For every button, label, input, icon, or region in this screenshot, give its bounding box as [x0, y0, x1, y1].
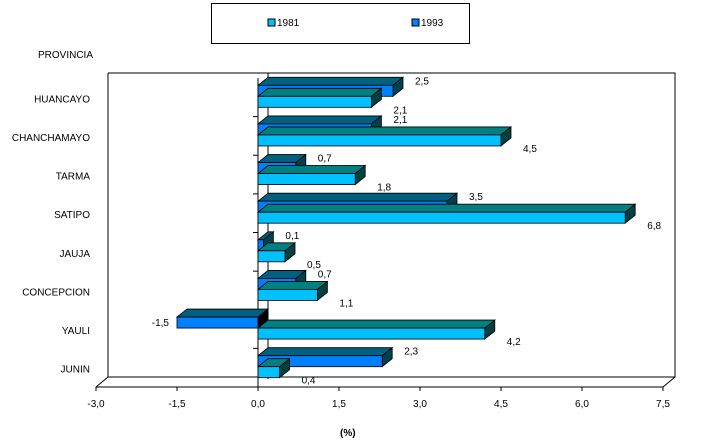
data-label: 0,7: [318, 269, 332, 280]
y-axis-title: PROVINCIA: [38, 50, 93, 61]
data-label: 0,5: [307, 260, 321, 271]
x-tick-label: 4,5: [494, 399, 508, 410]
bar-1981-huancayo: [257, 95, 372, 108]
floor-edge: [662, 376, 676, 388]
bar-top-1981: [256, 165, 367, 174]
bar-top-1981: [256, 319, 496, 329]
category-label-junin: JUNIN: [61, 365, 90, 376]
category-label-jauja: JAUJA: [59, 249, 90, 260]
data-label: 1,8: [377, 183, 391, 194]
x-tick-label: 1,5: [332, 399, 346, 410]
x-tick-label: 0,0: [251, 399, 265, 410]
data-label: 2,1: [393, 115, 407, 126]
bar-top-1981: [256, 87, 383, 97]
data-label: 3,5: [469, 192, 483, 203]
legend-box: [211, 3, 470, 44]
data-label: 0,7: [318, 154, 332, 165]
bar-top-1993: [256, 76, 405, 86]
data-label: -1,5: [152, 318, 170, 329]
bar-1981-satipo: [257, 211, 626, 224]
data-label: 2,3: [404, 347, 418, 358]
bar-top-1993: [175, 308, 270, 318]
data-label: 4,2: [507, 337, 521, 348]
bar-top-1993: [256, 347, 394, 357]
category-label-tarma: TARMA: [56, 172, 91, 183]
bar-1993-junin: [257, 355, 383, 368]
bar-1981-yauli: [257, 327, 486, 340]
bar-top-1981: [256, 281, 329, 290]
x-axis-title: (%): [340, 428, 356, 439]
bar-1993-yauli: [176, 316, 259, 329]
data-label: 6,8: [647, 221, 661, 232]
category-label-satipo: SATIPO: [54, 210, 90, 221]
category-label-yauli: YAULI: [62, 326, 90, 337]
legend-label-1981: 1981: [277, 18, 300, 29]
back-wall: [108, 72, 676, 378]
legend: 1981 1993: [211, 3, 470, 44]
data-label: 0,4: [302, 376, 316, 387]
category-label-huancayo: HUANCAYO: [34, 94, 90, 105]
bar-1981-chanchamayo: [257, 134, 502, 147]
bar-1981-tarma: [257, 173, 356, 185]
bar-top-1993: [256, 192, 459, 202]
bar-top-1993: [256, 115, 383, 125]
x-tick-label: 6,0: [575, 399, 589, 410]
category-label-concepcion: CONCEPCION: [22, 287, 90, 298]
category-label-chanchamayo: CHANCHAMAYO: [12, 133, 90, 144]
data-label: 2,5: [415, 76, 429, 87]
legend-swatch-1993: [411, 18, 420, 27]
data-label: 1,1: [339, 298, 353, 309]
bar-1981-concepcion: [257, 289, 318, 301]
bar-top-1981: [256, 203, 637, 213]
data-label: 0,1: [285, 231, 299, 242]
bar-1981-jauja: [257, 250, 286, 263]
bar-top-1981: [256, 126, 513, 136]
bar-1981-junin: [257, 366, 281, 379]
legend-label-1993: 1993: [421, 18, 444, 29]
x-tick-label: 3,0: [413, 399, 427, 410]
data-label: 4,5: [523, 144, 537, 155]
x-tick-label: -1,5: [168, 399, 186, 410]
data-label: 2,1: [393, 105, 407, 116]
x-tick-label: -3,0: [87, 399, 105, 410]
x-tick-label: 7,5: [656, 399, 670, 410]
legend-swatch-1981: [267, 18, 276, 27]
left-wall: [95, 73, 109, 388]
